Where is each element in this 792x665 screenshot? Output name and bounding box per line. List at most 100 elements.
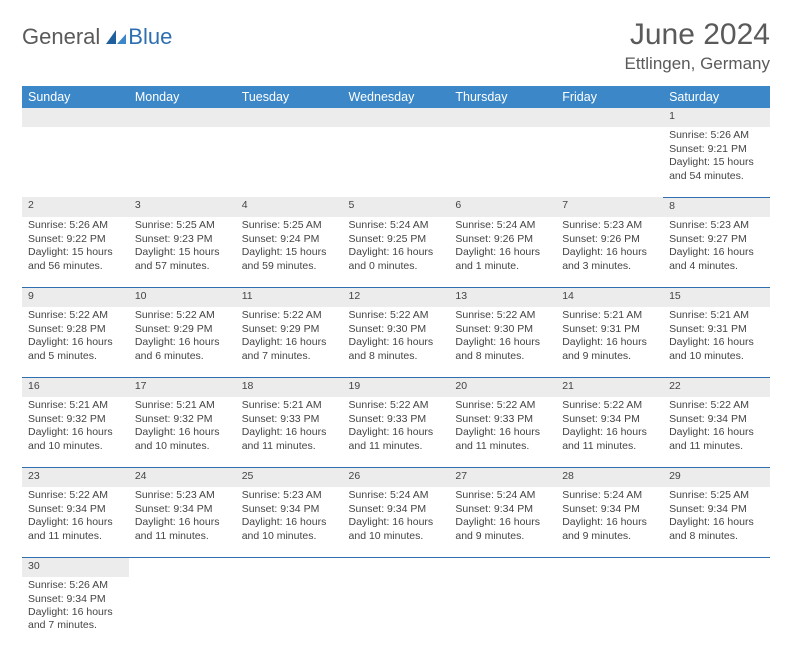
day-number-cell: 17 xyxy=(129,377,236,397)
day-number-cell xyxy=(236,557,343,577)
sunrise-text: Sunrise: 5:22 AM xyxy=(562,399,657,412)
sunrise-text: Sunrise: 5:23 AM xyxy=(135,489,230,502)
month-title: June 2024 xyxy=(624,18,770,52)
daylight-text: Daylight: 16 hours xyxy=(669,336,764,349)
day-info-cell: Sunrise: 5:22 AMSunset: 9:29 PMDaylight:… xyxy=(129,307,236,377)
day-info-cell: Sunrise: 5:25 AMSunset: 9:24 PMDaylight:… xyxy=(236,217,343,287)
day-info-cell xyxy=(129,127,236,197)
day-info-cell xyxy=(556,127,663,197)
daylight-text: Daylight: 16 hours xyxy=(669,426,764,439)
day-number-cell: 4 xyxy=(236,197,343,217)
sunset-text: Sunset: 9:21 PM xyxy=(669,143,764,156)
daylight-text: Daylight: 16 hours xyxy=(28,426,123,439)
sunset-text: Sunset: 9:31 PM xyxy=(562,323,657,336)
day-number-cell: 14 xyxy=(556,287,663,307)
day-info-cell: Sunrise: 5:23 AMSunset: 9:34 PMDaylight:… xyxy=(236,487,343,557)
day-info-cell xyxy=(236,577,343,647)
day-number-row: 2345678 xyxy=(22,197,770,217)
sunset-text: Sunset: 9:29 PM xyxy=(242,323,337,336)
day-number-cell xyxy=(663,557,770,577)
day-number-cell xyxy=(449,108,556,127)
day-number-cell: 9 xyxy=(22,287,129,307)
day-number-row: 23242526272829 xyxy=(22,467,770,487)
sunset-text: Sunset: 9:30 PM xyxy=(349,323,444,336)
sunrise-text: Sunrise: 5:24 AM xyxy=(455,489,550,502)
sunrise-text: Sunrise: 5:22 AM xyxy=(349,309,444,322)
day-number-cell xyxy=(236,108,343,127)
daylight-text: Daylight: 16 hours xyxy=(349,336,444,349)
day-number-row: 1 xyxy=(22,108,770,127)
sunset-text: Sunset: 9:34 PM xyxy=(562,413,657,426)
daylight-text: and 11 minutes. xyxy=(28,530,123,543)
day-info-row: Sunrise: 5:22 AMSunset: 9:34 PMDaylight:… xyxy=(22,487,770,557)
sunrise-text: Sunrise: 5:24 AM xyxy=(562,489,657,502)
sunrise-text: Sunrise: 5:22 AM xyxy=(242,309,337,322)
day-number-cell xyxy=(556,108,663,127)
day-info-cell: Sunrise: 5:22 AMSunset: 9:34 PMDaylight:… xyxy=(556,397,663,467)
day-number-cell: 6 xyxy=(449,197,556,217)
daylight-text: and 11 minutes. xyxy=(242,440,337,453)
sunrise-text: Sunrise: 5:21 AM xyxy=(242,399,337,412)
sunset-text: Sunset: 9:28 PM xyxy=(28,323,123,336)
day-info-cell: Sunrise: 5:26 AMSunset: 9:21 PMDaylight:… xyxy=(663,127,770,197)
day-info-cell: Sunrise: 5:25 AMSunset: 9:23 PMDaylight:… xyxy=(129,217,236,287)
daylight-text: and 8 minutes. xyxy=(669,530,764,543)
day-info-cell xyxy=(449,577,556,647)
day-info-cell: Sunrise: 5:24 AMSunset: 9:26 PMDaylight:… xyxy=(449,217,556,287)
daylight-text: and 11 minutes. xyxy=(135,530,230,543)
day-info-cell xyxy=(556,577,663,647)
daylight-text: Daylight: 16 hours xyxy=(28,336,123,349)
sunset-text: Sunset: 9:32 PM xyxy=(28,413,123,426)
day-number-cell: 8 xyxy=(663,197,770,217)
day-info-cell: Sunrise: 5:21 AMSunset: 9:31 PMDaylight:… xyxy=(556,307,663,377)
sunset-text: Sunset: 9:26 PM xyxy=(562,233,657,246)
day-info-cell: Sunrise: 5:21 AMSunset: 9:32 PMDaylight:… xyxy=(22,397,129,467)
day-info-cell xyxy=(663,577,770,647)
day-number-cell: 21 xyxy=(556,377,663,397)
sunrise-text: Sunrise: 5:23 AM xyxy=(562,219,657,232)
day-info-cell: Sunrise: 5:22 AMSunset: 9:34 PMDaylight:… xyxy=(22,487,129,557)
daylight-text: Daylight: 16 hours xyxy=(455,426,550,439)
day-number-cell: 12 xyxy=(343,287,450,307)
daylight-text: Daylight: 16 hours xyxy=(669,246,764,259)
weekday-header: Friday xyxy=(556,86,663,108)
logo-sail-icon xyxy=(104,28,128,46)
day-info-row: Sunrise: 5:26 AMSunset: 9:21 PMDaylight:… xyxy=(22,127,770,197)
day-number-cell: 25 xyxy=(236,467,343,487)
sunrise-text: Sunrise: 5:24 AM xyxy=(349,489,444,502)
daylight-text: and 6 minutes. xyxy=(135,350,230,363)
daylight-text: Daylight: 16 hours xyxy=(562,516,657,529)
daylight-text: and 7 minutes. xyxy=(28,619,123,632)
daylight-text: and 59 minutes. xyxy=(242,260,337,273)
weekday-header: Saturday xyxy=(663,86,770,108)
day-number-cell xyxy=(129,557,236,577)
day-number-cell: 20 xyxy=(449,377,556,397)
sunset-text: Sunset: 9:26 PM xyxy=(455,233,550,246)
day-number-cell: 16 xyxy=(22,377,129,397)
day-info-cell: Sunrise: 5:26 AMSunset: 9:34 PMDaylight:… xyxy=(22,577,129,647)
weekday-header: Wednesday xyxy=(343,86,450,108)
day-number-row: 30 xyxy=(22,557,770,577)
sunrise-text: Sunrise: 5:21 AM xyxy=(562,309,657,322)
daylight-text: Daylight: 16 hours xyxy=(349,246,444,259)
daylight-text: and 1 minute. xyxy=(455,260,550,273)
day-info-row: Sunrise: 5:21 AMSunset: 9:32 PMDaylight:… xyxy=(22,397,770,467)
sunset-text: Sunset: 9:27 PM xyxy=(669,233,764,246)
daylight-text: Daylight: 16 hours xyxy=(455,246,550,259)
day-number-cell: 15 xyxy=(663,287,770,307)
day-info-cell: Sunrise: 5:22 AMSunset: 9:28 PMDaylight:… xyxy=(22,307,129,377)
logo-text-blue: Blue xyxy=(128,24,172,50)
daylight-text: Daylight: 16 hours xyxy=(562,336,657,349)
daylight-text: Daylight: 16 hours xyxy=(242,336,337,349)
day-number-cell: 30 xyxy=(22,557,129,577)
daylight-text: Daylight: 16 hours xyxy=(242,516,337,529)
day-info-cell xyxy=(129,577,236,647)
daylight-text: Daylight: 16 hours xyxy=(669,516,764,529)
daylight-text: and 11 minutes. xyxy=(349,440,444,453)
sunset-text: Sunset: 9:33 PM xyxy=(349,413,444,426)
day-info-cell: Sunrise: 5:22 AMSunset: 9:29 PMDaylight:… xyxy=(236,307,343,377)
sunrise-text: Sunrise: 5:22 AM xyxy=(455,309,550,322)
day-info-cell: Sunrise: 5:22 AMSunset: 9:30 PMDaylight:… xyxy=(449,307,556,377)
weekday-header: Thursday xyxy=(449,86,556,108)
day-info-cell xyxy=(236,127,343,197)
